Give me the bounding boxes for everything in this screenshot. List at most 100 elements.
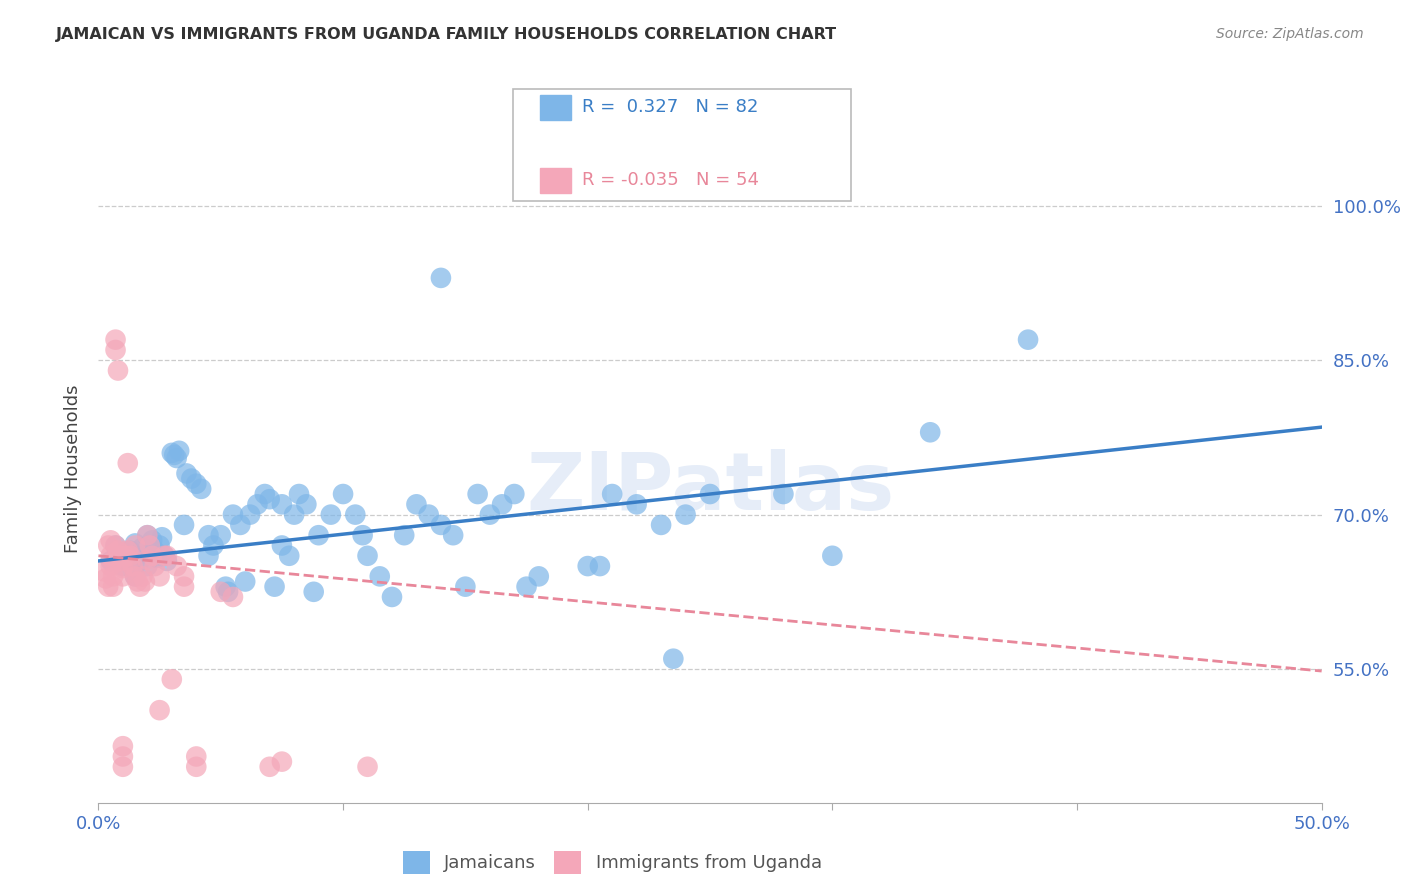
Point xyxy=(107,543,129,558)
Point xyxy=(107,549,129,563)
Point xyxy=(430,271,453,285)
Point xyxy=(202,539,225,553)
Text: Source: ZipAtlas.com: Source: ZipAtlas.com xyxy=(1216,27,1364,41)
Point xyxy=(166,559,188,574)
Point xyxy=(209,528,232,542)
Point xyxy=(503,487,526,501)
Point xyxy=(117,543,139,558)
Point xyxy=(100,533,122,548)
Point xyxy=(626,497,648,511)
Point xyxy=(381,590,404,604)
Point xyxy=(772,487,794,501)
Point xyxy=(101,554,124,568)
Point xyxy=(214,580,236,594)
Point xyxy=(352,528,374,542)
Point xyxy=(124,539,146,553)
Point xyxy=(186,760,208,774)
Point xyxy=(120,549,142,563)
Point xyxy=(160,673,183,687)
Point xyxy=(308,528,330,542)
Text: ZIPatlas: ZIPatlas xyxy=(526,450,894,527)
Point xyxy=(259,492,281,507)
Point xyxy=(246,497,269,511)
Point xyxy=(97,580,120,594)
Point xyxy=(120,543,142,558)
Point xyxy=(576,559,599,574)
Text: JAMAICAN VS IMMIGRANTS FROM UGANDA FAMILY HOUSEHOLDS CORRELATION CHART: JAMAICAN VS IMMIGRANTS FROM UGANDA FAMIL… xyxy=(56,27,838,42)
Point xyxy=(163,448,186,462)
Point xyxy=(259,760,281,774)
Point xyxy=(136,553,159,567)
Point xyxy=(699,487,721,501)
Point xyxy=(209,584,232,599)
Point xyxy=(104,343,127,357)
Point xyxy=(302,584,325,599)
Point xyxy=(124,536,146,550)
Point xyxy=(134,574,156,589)
Point xyxy=(356,549,378,563)
Point xyxy=(136,528,159,542)
Y-axis label: Family Households: Family Households xyxy=(63,384,82,552)
Point xyxy=(166,450,188,465)
Point xyxy=(368,569,391,583)
Point xyxy=(270,755,294,769)
Point xyxy=(222,590,245,604)
Point xyxy=(143,543,166,558)
Point xyxy=(186,749,208,764)
Point xyxy=(107,363,129,377)
Point xyxy=(100,549,122,563)
Point xyxy=(332,487,354,501)
Point xyxy=(129,580,152,594)
Point xyxy=(1017,333,1039,347)
Point xyxy=(675,508,697,522)
Point xyxy=(124,569,146,583)
Point xyxy=(111,749,134,764)
Point xyxy=(100,559,122,574)
Point xyxy=(662,651,685,665)
Point xyxy=(356,760,378,774)
Point xyxy=(104,539,127,553)
Point xyxy=(217,584,239,599)
Point xyxy=(156,554,179,568)
Point xyxy=(139,539,162,553)
Point xyxy=(600,487,623,501)
Point xyxy=(173,580,195,594)
Point xyxy=(283,508,305,522)
Point xyxy=(136,559,159,574)
Point xyxy=(104,539,127,553)
Point xyxy=(441,528,464,542)
Text: R = -0.035   N = 54: R = -0.035 N = 54 xyxy=(582,171,759,189)
Point xyxy=(117,456,139,470)
Point xyxy=(180,472,202,486)
Point xyxy=(153,549,176,563)
Point xyxy=(650,517,672,532)
Point xyxy=(117,550,139,565)
Point xyxy=(197,528,219,542)
Point xyxy=(91,564,114,578)
Point xyxy=(149,539,172,553)
Point xyxy=(127,549,149,563)
Point xyxy=(127,574,149,589)
Point xyxy=(111,561,134,575)
Point xyxy=(131,569,153,583)
Point xyxy=(186,476,208,491)
Point xyxy=(121,559,143,574)
Point xyxy=(278,549,301,563)
Point xyxy=(821,549,844,563)
Point xyxy=(160,446,183,460)
Point xyxy=(491,497,513,511)
Point xyxy=(149,569,172,583)
Point xyxy=(319,508,342,522)
Point xyxy=(239,508,262,522)
Point xyxy=(153,549,176,563)
Point xyxy=(124,569,146,583)
Point xyxy=(253,487,276,501)
Point xyxy=(143,559,166,574)
Point xyxy=(111,739,134,754)
Point xyxy=(146,550,169,565)
Point xyxy=(136,528,159,542)
Point xyxy=(176,467,198,481)
Point xyxy=(233,574,256,589)
Point xyxy=(197,549,219,563)
Point xyxy=(454,580,477,594)
